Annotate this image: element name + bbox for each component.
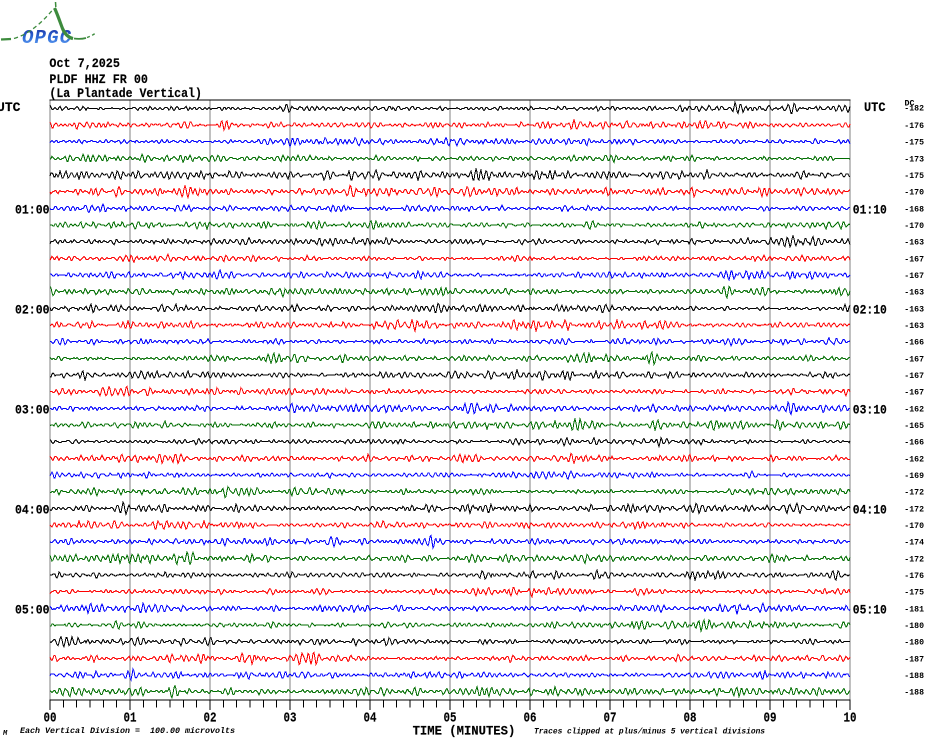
svg-text:-167: -167 <box>904 388 924 398</box>
svg-text:Each Vertical Division = 100.: Each Vertical Division = 100.00 microvol… <box>20 726 235 736</box>
svg-text:-167: -167 <box>904 371 924 381</box>
svg-text:06: 06 <box>524 711 537 727</box>
svg-text:M: M <box>2 730 8 738</box>
svg-text:-167: -167 <box>904 254 924 264</box>
svg-text:-188: -188 <box>904 671 924 681</box>
svg-text:-174: -174 <box>904 538 924 548</box>
svg-text:02: 02 <box>204 711 217 727</box>
svg-text:-168: -168 <box>904 204 924 214</box>
svg-text:-170: -170 <box>904 188 924 198</box>
svg-text:TIME (MINUTES): TIME (MINUTES) <box>413 724 516 739</box>
svg-text:08: 08 <box>684 711 697 727</box>
svg-text:-172: -172 <box>904 504 924 514</box>
svg-text:01:00: 01:00 <box>15 203 50 218</box>
svg-text:02:10: 02:10 <box>853 303 887 318</box>
svg-text:-163: -163 <box>904 304 924 314</box>
svg-text:-175: -175 <box>904 171 924 181</box>
svg-text:-163: -163 <box>904 288 924 298</box>
svg-text:-162: -162 <box>904 454 924 464</box>
svg-text:-162: -162 <box>904 404 924 414</box>
svg-text:03:00: 03:00 <box>15 403 50 418</box>
svg-text:-182: -182 <box>904 104 924 114</box>
svg-text:DC: DC <box>905 100 915 109</box>
svg-text:-176: -176 <box>904 571 924 581</box>
svg-text:-172: -172 <box>904 488 924 498</box>
svg-text:UTC: UTC <box>864 100 886 115</box>
svg-text:-170: -170 <box>904 221 924 231</box>
svg-text:-175: -175 <box>904 588 924 598</box>
svg-text:-166: -166 <box>904 438 924 448</box>
svg-text:01:10: 01:10 <box>853 203 887 218</box>
svg-text:04:00: 04:00 <box>15 503 50 518</box>
svg-text:Traces clipped at plus/minus 5: Traces clipped at plus/minus 5 vertical … <box>534 727 765 737</box>
svg-text:-166: -166 <box>904 338 924 348</box>
svg-text:09: 09 <box>764 711 777 727</box>
svg-text:-187: -187 <box>904 654 924 664</box>
svg-text:05: 05 <box>444 711 457 727</box>
svg-text:-167: -167 <box>904 354 924 364</box>
svg-text:07: 07 <box>604 711 617 727</box>
svg-text:03:10: 03:10 <box>853 403 887 418</box>
svg-text:-169: -169 <box>904 471 924 481</box>
svg-text:04: 04 <box>364 711 377 727</box>
svg-text:10: 10 <box>844 711 857 727</box>
svg-text:-188: -188 <box>904 688 924 698</box>
svg-text:-180: -180 <box>904 638 924 648</box>
svg-text:04:10: 04:10 <box>853 503 887 518</box>
svg-text:-163: -163 <box>904 238 924 248</box>
svg-text:OPGC: OPGC <box>22 27 72 49</box>
svg-text:-163: -163 <box>904 321 924 331</box>
svg-text:UTC: UTC <box>0 100 21 115</box>
svg-text:PLDF HHZ FR 00: PLDF HHZ FR 00 <box>49 72 147 87</box>
svg-text:-173: -173 <box>904 154 924 164</box>
svg-text:-175: -175 <box>904 138 924 148</box>
svg-text:-167: -167 <box>904 271 924 281</box>
svg-text:Oct 7,2025: Oct 7,2025 <box>49 56 120 71</box>
svg-text:-165: -165 <box>904 421 924 431</box>
svg-text:05:10: 05:10 <box>853 603 887 618</box>
svg-text:(La Plantade Vertical): (La Plantade Vertical) <box>49 86 202 101</box>
svg-text:03: 03 <box>284 711 297 727</box>
svg-text:01: 01 <box>124 711 137 727</box>
svg-text:-172: -172 <box>904 554 924 564</box>
svg-text:-176: -176 <box>904 121 924 131</box>
svg-text:00: 00 <box>44 711 57 727</box>
svg-text:02:00: 02:00 <box>15 303 50 318</box>
svg-text:-170: -170 <box>904 521 924 531</box>
svg-text:05:00: 05:00 <box>15 603 50 618</box>
svg-text:-180: -180 <box>904 621 924 631</box>
svg-text:-181: -181 <box>904 604 924 614</box>
